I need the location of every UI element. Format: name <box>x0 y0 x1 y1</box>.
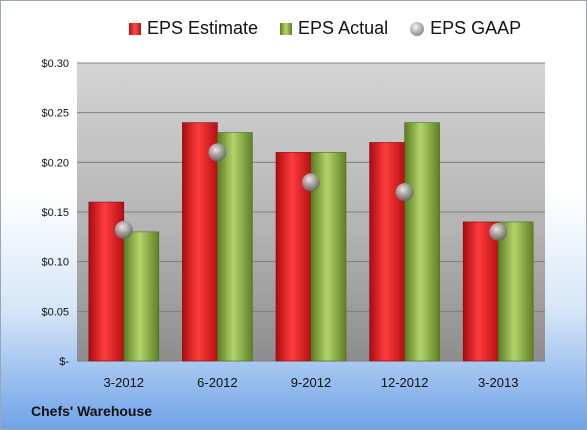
bar-eps-actual <box>217 132 253 362</box>
gaap-markers <box>114 143 508 241</box>
legend-item-actual: EPS Actual <box>280 18 388 39</box>
bar-eps-estimate <box>369 142 405 362</box>
bar-eps-estimate <box>182 122 218 362</box>
marker-eps-gaap <box>302 173 320 192</box>
y-tick-label: $0.25 <box>41 108 69 120</box>
y-axis-ticks: $- $0.05 $0.10 $0.15 $0.20 $0.25 $0.30 <box>41 58 69 368</box>
legend-label-gaap: EPS GAAP <box>430 18 522 38</box>
legend-label-estimate: EPS Estimate <box>147 18 259 38</box>
y-tick-label: $0.20 <box>41 157 69 169</box>
y-tick-label: $- <box>59 356 69 368</box>
bar-eps-actual <box>123 231 160 362</box>
x-axis-ticks: 3-2012 6-2012 9-2012 12-2012 3-2013 <box>104 375 519 390</box>
legend-label-actual: EPS Actual <box>298 18 389 38</box>
bar-eps-actual <box>404 122 440 362</box>
legend-swatch-actual <box>280 22 293 35</box>
marker-eps-gaap <box>114 220 133 239</box>
bar-eps-actual <box>497 221 534 362</box>
legend-item-estimate: EPS Estimate <box>129 18 258 39</box>
legend-item-gaap: EPS GAAP <box>410 18 521 39</box>
x-tick-label: 3-2012 <box>104 375 144 390</box>
y-tick-label: $0.30 <box>41 58 69 70</box>
x-tick-label: 6-2012 <box>197 375 237 390</box>
x-tick-label: 9-2012 <box>291 375 331 390</box>
y-tick-label: $0.05 <box>41 306 69 318</box>
bar-eps-estimate <box>462 221 499 362</box>
marker-eps-gaap <box>489 222 508 241</box>
x-tick-label: 3-2013 <box>478 375 518 390</box>
legend: EPS Estimate EPS Actual EPS GAAP <box>129 18 543 39</box>
y-tick-label: $0.10 <box>41 257 69 269</box>
marker-eps-gaap <box>208 143 227 162</box>
y-tick-label: $0.15 <box>41 207 69 219</box>
x-tick-label: 12-2012 <box>381 375 429 390</box>
marker-eps-gaap <box>395 183 414 202</box>
bars <box>88 122 534 362</box>
company-name: Chefs' Warehouse <box>31 403 153 419</box>
legend-swatch-estimate <box>129 22 141 35</box>
legend-swatch-gaap <box>410 21 425 36</box>
